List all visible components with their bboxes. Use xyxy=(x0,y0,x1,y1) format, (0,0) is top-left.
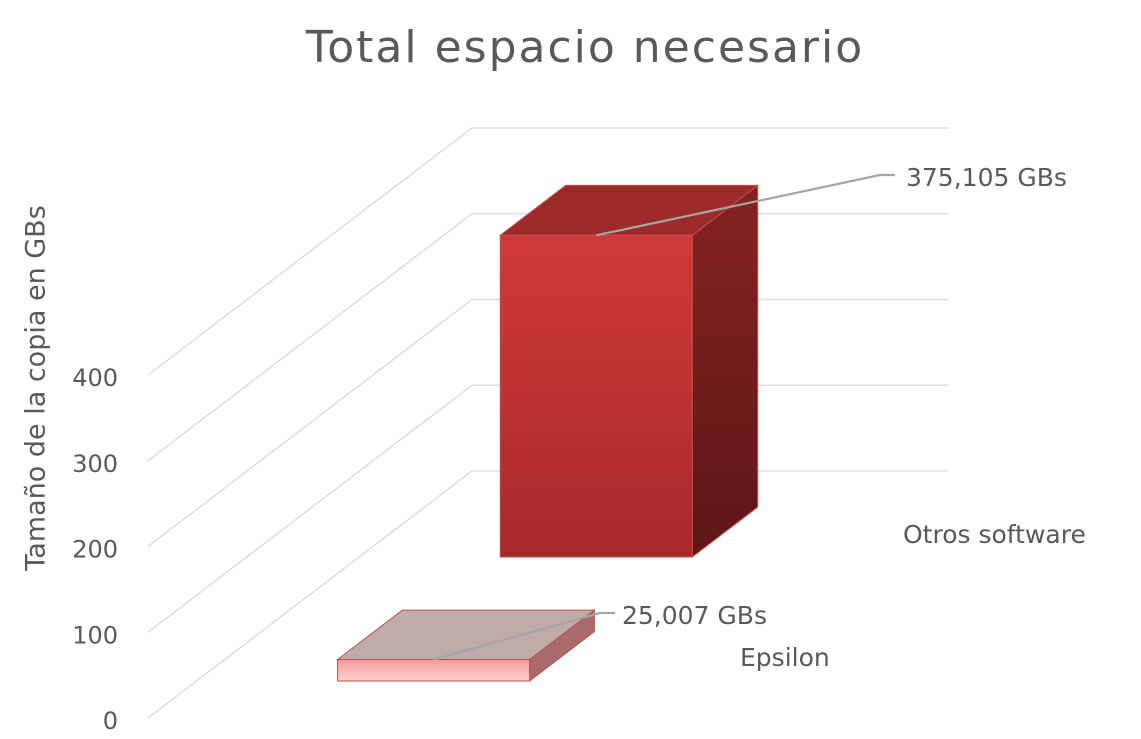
leader-line xyxy=(433,611,615,661)
leader-line xyxy=(596,173,895,237)
bar xyxy=(499,234,693,558)
chart-title: Total espacio necesario xyxy=(305,22,864,73)
grid-line xyxy=(147,298,948,548)
grid-line xyxy=(147,470,948,719)
y-axis-title: Tamaño de la copia en GBs xyxy=(21,205,52,572)
plot-area: 0 100 200 300 400 375,105 GBs Otros software 25… xyxy=(72,127,1086,735)
grid-line xyxy=(147,384,948,633)
category-label: Otros software xyxy=(903,520,1086,549)
y-tick-label: 400 xyxy=(72,364,118,392)
category-label: Epsilon xyxy=(740,643,830,672)
data-label: 25,007 GBs xyxy=(622,601,767,630)
y-tick-label: 100 xyxy=(72,621,118,649)
grid-line xyxy=(147,213,948,462)
y-tick-label: 0 xyxy=(103,707,118,735)
grid-line xyxy=(147,127,948,376)
y-tick-label: 200 xyxy=(72,536,118,564)
bar-side xyxy=(691,184,759,558)
data-label: 375,105 GBs xyxy=(906,163,1067,192)
y-tick-label: 300 xyxy=(72,450,118,478)
bar xyxy=(337,659,531,682)
